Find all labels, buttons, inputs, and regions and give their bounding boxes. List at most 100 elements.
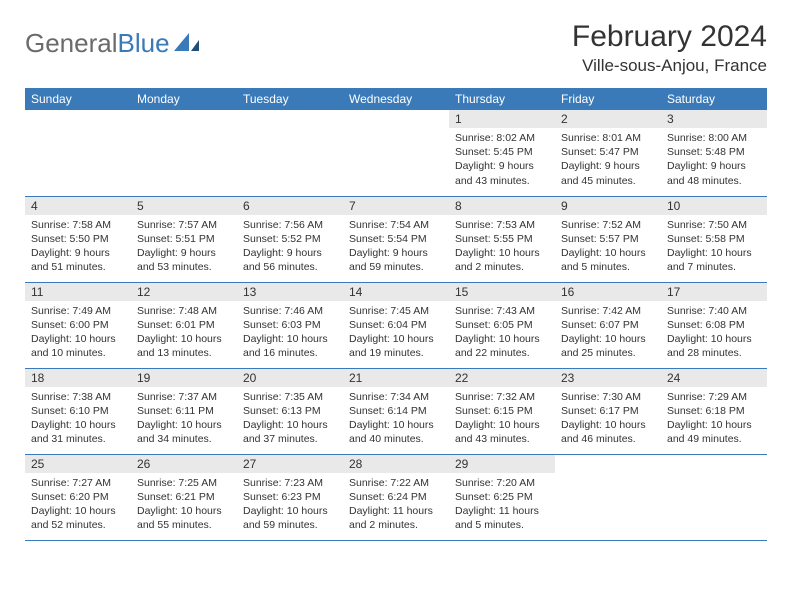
day-details xyxy=(661,473,767,482)
day-number: 14 xyxy=(343,283,449,301)
calendar-cell xyxy=(555,454,661,540)
calendar-cell: 6Sunrise: 7:56 AMSunset: 5:52 PMDaylight… xyxy=(237,196,343,282)
sunset-text: Sunset: 6:15 PM xyxy=(455,404,549,418)
day-number: 19 xyxy=(131,369,237,387)
calendar-cell: 2Sunrise: 8:01 AMSunset: 5:47 PMDaylight… xyxy=(555,110,661,196)
day-details xyxy=(25,128,131,137)
daylight-text: Daylight: 9 hours and 45 minutes. xyxy=(561,159,655,187)
sunrise-text: Sunrise: 7:22 AM xyxy=(349,476,443,490)
calendar-cell: 26Sunrise: 7:25 AMSunset: 6:21 PMDayligh… xyxy=(131,454,237,540)
day-details: Sunrise: 7:20 AMSunset: 6:25 PMDaylight:… xyxy=(449,473,555,539)
day-header: Wednesday xyxy=(343,88,449,110)
daylight-text: Daylight: 10 hours and 43 minutes. xyxy=(455,418,549,446)
day-details: Sunrise: 7:29 AMSunset: 6:18 PMDaylight:… xyxy=(661,387,767,453)
daylight-text: Daylight: 9 hours and 43 minutes. xyxy=(455,159,549,187)
day-number: 24 xyxy=(661,369,767,387)
day-details: Sunrise: 7:38 AMSunset: 6:10 PMDaylight:… xyxy=(25,387,131,453)
sunset-text: Sunset: 6:11 PM xyxy=(137,404,231,418)
day-number: 12 xyxy=(131,283,237,301)
day-details: Sunrise: 7:45 AMSunset: 6:04 PMDaylight:… xyxy=(343,301,449,367)
day-details: Sunrise: 7:22 AMSunset: 6:24 PMDaylight:… xyxy=(343,473,449,539)
calendar-table: Sunday Monday Tuesday Wednesday Thursday… xyxy=(25,88,767,541)
day-details xyxy=(237,128,343,137)
day-number xyxy=(237,110,343,128)
day-details: Sunrise: 7:40 AMSunset: 6:08 PMDaylight:… xyxy=(661,301,767,367)
calendar-cell: 7Sunrise: 7:54 AMSunset: 5:54 PMDaylight… xyxy=(343,196,449,282)
daylight-text: Daylight: 9 hours and 59 minutes. xyxy=(349,246,443,274)
calendar-cell: 9Sunrise: 7:52 AMSunset: 5:57 PMDaylight… xyxy=(555,196,661,282)
day-number: 15 xyxy=(449,283,555,301)
calendar-cell: 29Sunrise: 7:20 AMSunset: 6:25 PMDayligh… xyxy=(449,454,555,540)
logo-text-general: General xyxy=(25,28,118,59)
sunset-text: Sunset: 5:47 PM xyxy=(561,145,655,159)
sunset-text: Sunset: 6:20 PM xyxy=(31,490,125,504)
day-details: Sunrise: 7:30 AMSunset: 6:17 PMDaylight:… xyxy=(555,387,661,453)
daylight-text: Daylight: 10 hours and 10 minutes. xyxy=(31,332,125,360)
calendar-cell: 17Sunrise: 7:40 AMSunset: 6:08 PMDayligh… xyxy=(661,282,767,368)
daylight-text: Daylight: 10 hours and 16 minutes. xyxy=(243,332,337,360)
sunset-text: Sunset: 6:21 PM xyxy=(137,490,231,504)
sunrise-text: Sunrise: 7:40 AM xyxy=(667,304,761,318)
sunset-text: Sunset: 5:45 PM xyxy=(455,145,549,159)
day-number: 7 xyxy=(343,197,449,215)
daylight-text: Daylight: 9 hours and 48 minutes. xyxy=(667,159,761,187)
sunset-text: Sunset: 6:24 PM xyxy=(349,490,443,504)
sunset-text: Sunset: 6:03 PM xyxy=(243,318,337,332)
sunrise-text: Sunrise: 7:37 AM xyxy=(137,390,231,404)
day-number: 17 xyxy=(661,283,767,301)
day-details: Sunrise: 7:54 AMSunset: 5:54 PMDaylight:… xyxy=(343,215,449,281)
sunrise-text: Sunrise: 7:23 AM xyxy=(243,476,337,490)
day-details: Sunrise: 8:01 AMSunset: 5:47 PMDaylight:… xyxy=(555,128,661,194)
calendar-cell: 1Sunrise: 8:02 AMSunset: 5:45 PMDaylight… xyxy=(449,110,555,196)
sunrise-text: Sunrise: 7:57 AM xyxy=(137,218,231,232)
sunset-text: Sunset: 5:50 PM xyxy=(31,232,125,246)
day-number: 16 xyxy=(555,283,661,301)
logo-sail-icon xyxy=(174,31,200,53)
day-header: Thursday xyxy=(449,88,555,110)
day-details: Sunrise: 7:35 AMSunset: 6:13 PMDaylight:… xyxy=(237,387,343,453)
header: GeneralBlue February 2024 Ville-sous-Anj… xyxy=(25,20,767,76)
calendar-cell: 11Sunrise: 7:49 AMSunset: 6:00 PMDayligh… xyxy=(25,282,131,368)
day-header: Tuesday xyxy=(237,88,343,110)
day-number: 28 xyxy=(343,455,449,473)
day-details xyxy=(131,128,237,137)
daylight-text: Daylight: 10 hours and 52 minutes. xyxy=(31,504,125,532)
day-header: Friday xyxy=(555,88,661,110)
daylight-text: Daylight: 11 hours and 2 minutes. xyxy=(349,504,443,532)
daylight-text: Daylight: 10 hours and 28 minutes. xyxy=(667,332,761,360)
daylight-text: Daylight: 10 hours and 37 minutes. xyxy=(243,418,337,446)
sunrise-text: Sunrise: 7:48 AM xyxy=(137,304,231,318)
calendar-cell: 14Sunrise: 7:45 AMSunset: 6:04 PMDayligh… xyxy=(343,282,449,368)
sunrise-text: Sunrise: 7:25 AM xyxy=(137,476,231,490)
sunrise-text: Sunrise: 8:02 AM xyxy=(455,131,549,145)
logo-text-blue: Blue xyxy=(118,28,170,59)
calendar-row: 1Sunrise: 8:02 AMSunset: 5:45 PMDaylight… xyxy=(25,110,767,196)
calendar-cell: 24Sunrise: 7:29 AMSunset: 6:18 PMDayligh… xyxy=(661,368,767,454)
daylight-text: Daylight: 10 hours and 2 minutes. xyxy=(455,246,549,274)
sunrise-text: Sunrise: 7:43 AM xyxy=(455,304,549,318)
sunrise-text: Sunrise: 7:29 AM xyxy=(667,390,761,404)
calendar-cell: 18Sunrise: 7:38 AMSunset: 6:10 PMDayligh… xyxy=(25,368,131,454)
sunrise-text: Sunrise: 7:49 AM xyxy=(31,304,125,318)
day-number: 25 xyxy=(25,455,131,473)
sunset-text: Sunset: 6:18 PM xyxy=(667,404,761,418)
day-details: Sunrise: 7:52 AMSunset: 5:57 PMDaylight:… xyxy=(555,215,661,281)
day-number xyxy=(131,110,237,128)
sunset-text: Sunset: 6:04 PM xyxy=(349,318,443,332)
day-details: Sunrise: 7:42 AMSunset: 6:07 PMDaylight:… xyxy=(555,301,661,367)
day-header: Monday xyxy=(131,88,237,110)
day-header: Saturday xyxy=(661,88,767,110)
sunrise-text: Sunrise: 7:46 AM xyxy=(243,304,337,318)
daylight-text: Daylight: 10 hours and 59 minutes. xyxy=(243,504,337,532)
sunset-text: Sunset: 6:08 PM xyxy=(667,318,761,332)
day-number: 29 xyxy=(449,455,555,473)
daylight-text: Daylight: 10 hours and 31 minutes. xyxy=(31,418,125,446)
day-number: 20 xyxy=(237,369,343,387)
sunrise-text: Sunrise: 7:20 AM xyxy=(455,476,549,490)
day-number: 18 xyxy=(25,369,131,387)
daylight-text: Daylight: 10 hours and 34 minutes. xyxy=(137,418,231,446)
calendar-cell: 16Sunrise: 7:42 AMSunset: 6:07 PMDayligh… xyxy=(555,282,661,368)
sunrise-text: Sunrise: 7:34 AM xyxy=(349,390,443,404)
day-details: Sunrise: 8:02 AMSunset: 5:45 PMDaylight:… xyxy=(449,128,555,194)
sunrise-text: Sunrise: 7:35 AM xyxy=(243,390,337,404)
